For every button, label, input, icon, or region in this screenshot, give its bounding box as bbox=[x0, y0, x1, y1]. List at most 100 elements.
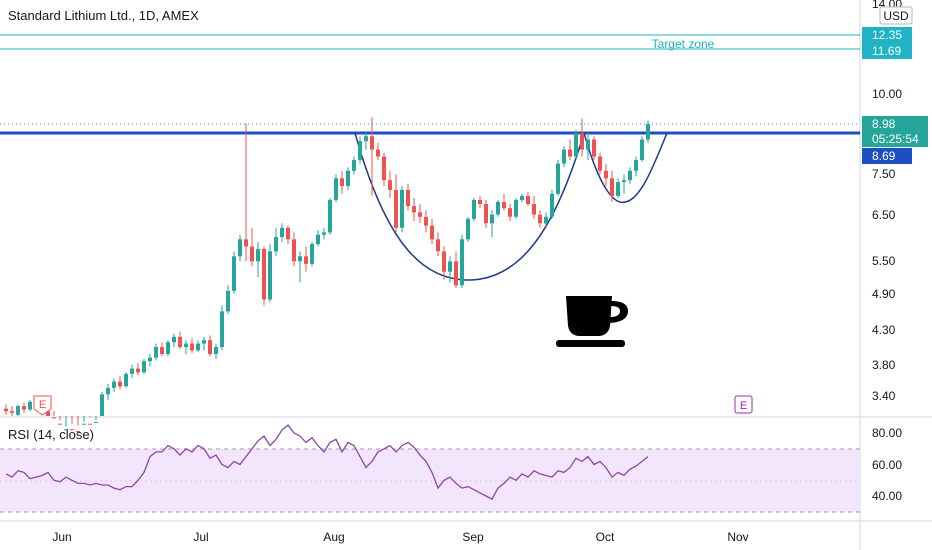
candle[interactable] bbox=[352, 156, 356, 175]
candle[interactable] bbox=[484, 199, 488, 228]
candle[interactable] bbox=[592, 136, 596, 160]
candle[interactable] bbox=[364, 131, 368, 150]
candle[interactable] bbox=[466, 216, 470, 242]
candle[interactable] bbox=[130, 364, 134, 379]
candle[interactable] bbox=[370, 117, 374, 196]
candle[interactable] bbox=[256, 241, 260, 278]
candle[interactable] bbox=[424, 210, 428, 233]
candle[interactable] bbox=[388, 170, 392, 198]
candle[interactable] bbox=[4, 404, 8, 415]
candle[interactable] bbox=[52, 411, 56, 419]
candle[interactable] bbox=[286, 225, 290, 245]
candle[interactable] bbox=[124, 372, 128, 388]
candle[interactable] bbox=[244, 123, 248, 262]
candle[interactable] bbox=[148, 354, 152, 367]
handle-arc[interactable] bbox=[583, 132, 668, 204]
candle[interactable] bbox=[580, 118, 584, 157]
candle[interactable] bbox=[280, 223, 284, 242]
candle[interactable] bbox=[406, 184, 410, 211]
candle[interactable] bbox=[82, 416, 86, 425]
candle[interactable] bbox=[562, 146, 566, 168]
candle[interactable] bbox=[112, 378, 116, 392]
candle[interactable] bbox=[58, 416, 62, 425]
candle[interactable] bbox=[520, 193, 524, 202]
candle[interactable] bbox=[262, 246, 266, 306]
candle[interactable] bbox=[310, 241, 314, 267]
candle[interactable] bbox=[220, 305, 224, 351]
candle[interactable] bbox=[358, 136, 362, 164]
candle[interactable] bbox=[508, 204, 512, 222]
candle[interactable] bbox=[178, 331, 182, 350]
candle[interactable] bbox=[472, 197, 476, 222]
candle[interactable] bbox=[208, 335, 212, 357]
candle[interactable] bbox=[100, 391, 104, 416]
candle[interactable] bbox=[616, 178, 620, 198]
currency-badge[interactable] bbox=[879, 6, 913, 25]
candle[interactable] bbox=[322, 227, 326, 240]
candle[interactable] bbox=[328, 197, 332, 235]
target-zone[interactable]: Target zone bbox=[0, 34, 860, 51]
candle[interactable] bbox=[646, 120, 650, 143]
candle[interactable] bbox=[196, 340, 200, 352]
candle[interactable] bbox=[214, 343, 218, 359]
candle[interactable] bbox=[418, 204, 422, 224]
candle[interactable] bbox=[268, 244, 272, 303]
candle[interactable] bbox=[166, 340, 170, 357]
candle[interactable] bbox=[238, 234, 242, 262]
candle[interactable] bbox=[16, 404, 20, 416]
candle[interactable] bbox=[22, 402, 26, 413]
cup-arc[interactable] bbox=[354, 132, 585, 281]
candle[interactable] bbox=[610, 170, 614, 202]
candle[interactable] bbox=[94, 416, 98, 423]
candle[interactable] bbox=[184, 340, 188, 354]
price-axis[interactable]: 14.00 10.00 7.50 6.50 5.50 4.90 4.30 3.8… bbox=[862, 0, 928, 503]
candle[interactable] bbox=[502, 193, 506, 211]
candle[interactable] bbox=[442, 246, 446, 280]
candle[interactable] bbox=[454, 251, 458, 288]
candle[interactable] bbox=[304, 246, 308, 272]
candle[interactable] bbox=[538, 210, 542, 228]
candle[interactable] bbox=[526, 191, 530, 207]
candle[interactable] bbox=[10, 406, 14, 416]
candle[interactable] bbox=[274, 227, 278, 257]
candle[interactable] bbox=[586, 133, 590, 160]
candle[interactable] bbox=[250, 227, 254, 267]
candle[interactable] bbox=[634, 156, 638, 177]
candle[interactable] bbox=[568, 139, 572, 161]
candle[interactable] bbox=[412, 197, 416, 222]
candle[interactable] bbox=[478, 195, 482, 209]
candle[interactable] bbox=[202, 336, 206, 351]
candle[interactable] bbox=[628, 167, 632, 184]
candle[interactable] bbox=[400, 186, 404, 233]
candle[interactable] bbox=[70, 416, 74, 431]
candle[interactable] bbox=[556, 160, 560, 196]
candle[interactable] bbox=[574, 129, 578, 159]
candle[interactable] bbox=[334, 174, 338, 203]
candle[interactable] bbox=[460, 234, 464, 288]
candle[interactable] bbox=[448, 256, 452, 283]
candle[interactable] bbox=[544, 212, 548, 226]
candle[interactable] bbox=[298, 251, 302, 283]
candle[interactable] bbox=[496, 199, 500, 217]
candle[interactable] bbox=[232, 251, 236, 294]
time-axis[interactable]: Jun Jul Aug Sep Oct Nov bbox=[52, 530, 748, 544]
candle[interactable] bbox=[142, 359, 146, 374]
candle[interactable] bbox=[292, 232, 296, 267]
candle[interactable] bbox=[64, 416, 68, 431]
candle[interactable] bbox=[160, 342, 164, 357]
candle[interactable] bbox=[376, 142, 380, 160]
candle[interactable] bbox=[136, 363, 140, 376]
candle[interactable] bbox=[190, 338, 194, 354]
candle[interactable] bbox=[550, 189, 554, 219]
candle[interactable] bbox=[346, 167, 350, 190]
candle[interactable] bbox=[340, 170, 344, 194]
candle[interactable] bbox=[154, 343, 158, 361]
candle[interactable] bbox=[226, 285, 230, 315]
candle[interactable] bbox=[76, 416, 80, 432]
candle[interactable] bbox=[604, 163, 608, 186]
candle[interactable] bbox=[640, 136, 644, 162]
candle[interactable] bbox=[118, 376, 122, 390]
candle[interactable] bbox=[394, 174, 398, 233]
candle[interactable] bbox=[436, 232, 440, 257]
